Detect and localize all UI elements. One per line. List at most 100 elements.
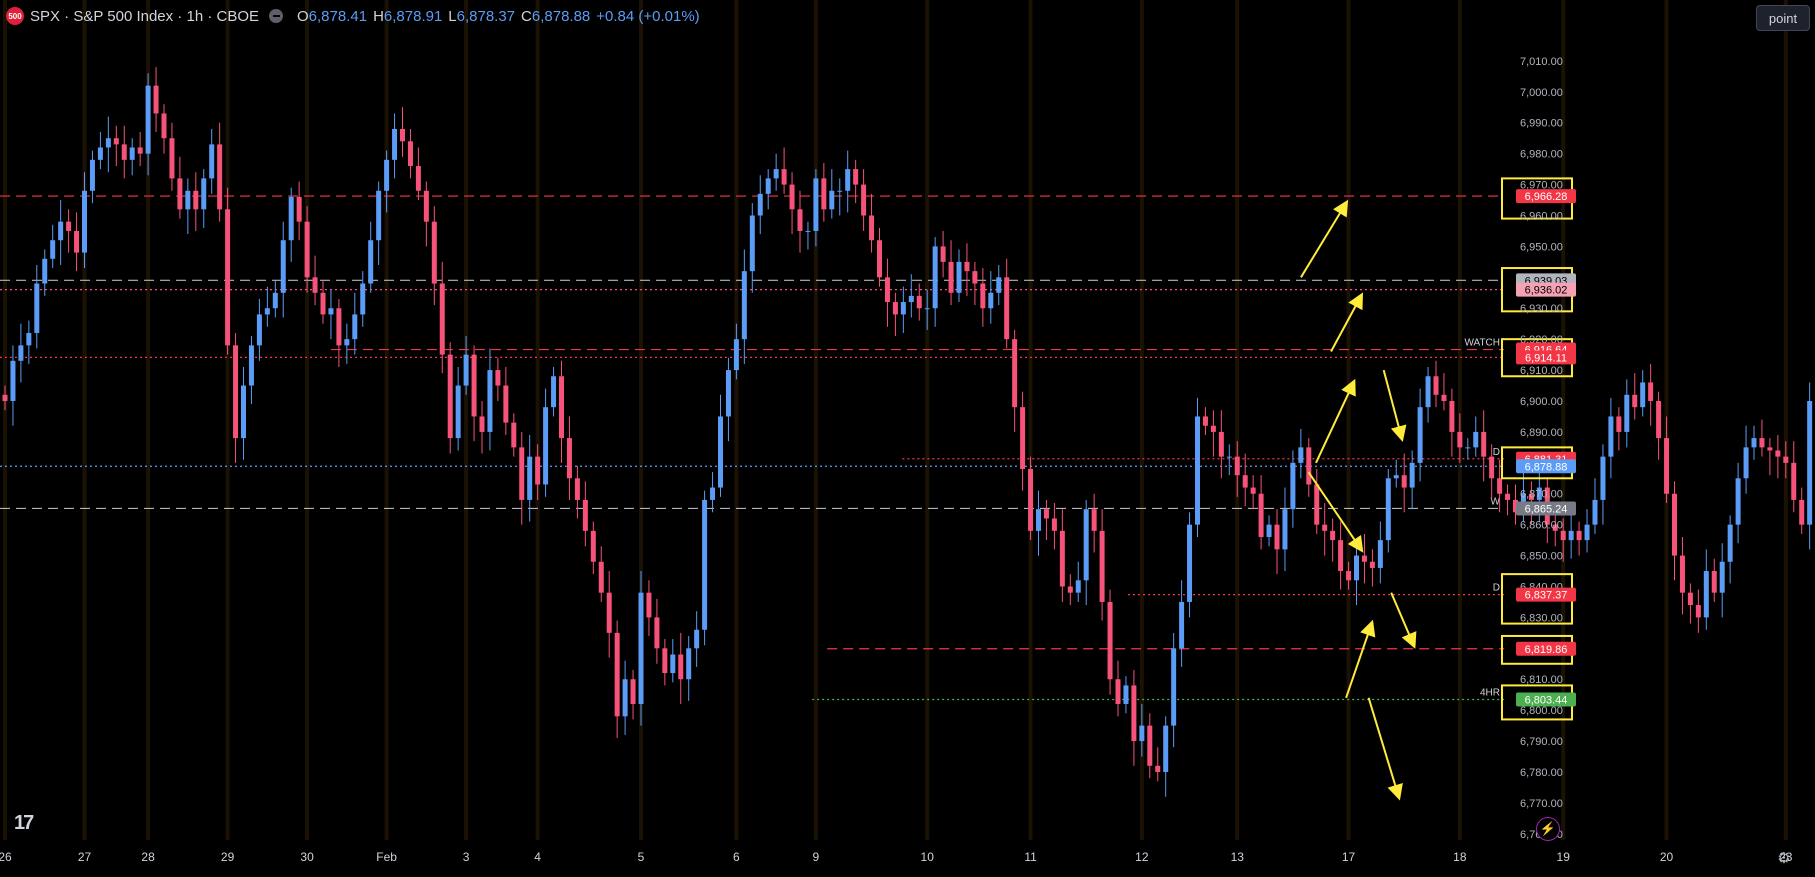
candle xyxy=(407,141,413,167)
candle xyxy=(201,178,207,210)
candle xyxy=(1695,605,1701,618)
candle xyxy=(1043,509,1049,519)
candle xyxy=(1274,524,1280,550)
candle xyxy=(121,144,127,160)
candle xyxy=(1401,475,1407,488)
candle xyxy=(66,221,72,231)
x-axis-tick-label: 27 xyxy=(78,850,92,864)
y-axis-tick-label: 7,010.00 xyxy=(1520,56,1563,68)
candle xyxy=(1703,571,1709,618)
candle xyxy=(988,292,994,309)
candle xyxy=(1139,725,1145,742)
candle xyxy=(1195,416,1200,525)
annotation-arrow[interactable] xyxy=(1330,292,1364,353)
change-value: +0.84 (+0.01%) xyxy=(596,7,700,25)
x-axis-tick-label: Feb xyxy=(376,850,397,864)
candle xyxy=(1282,509,1288,550)
candle xyxy=(1187,524,1193,602)
gear-icon[interactable]: ⚙ xyxy=(1777,850,1791,867)
candle xyxy=(1377,540,1383,568)
candle xyxy=(1624,394,1630,432)
candle xyxy=(471,354,477,417)
candle xyxy=(1147,725,1153,766)
candle xyxy=(248,345,254,386)
symbol-title[interactable]: SPX · S&P 500 Index · 1h · CBOE xyxy=(30,7,259,25)
candle xyxy=(1640,382,1646,408)
candle xyxy=(1648,382,1654,401)
candle xyxy=(733,339,739,371)
candle xyxy=(964,261,970,272)
lightning-icon[interactable]: ⚡ xyxy=(1536,817,1560,841)
candle xyxy=(1759,438,1765,448)
candle xyxy=(113,138,119,145)
session-band xyxy=(813,0,818,840)
candle xyxy=(1672,493,1677,556)
scale-mode-button[interactable]: point xyxy=(1756,5,1810,31)
annotation-arrow[interactable] xyxy=(1390,592,1417,649)
candle xyxy=(1735,478,1741,525)
session-band xyxy=(1561,0,1566,840)
annotation-arrow[interactable] xyxy=(1382,369,1407,442)
close-value: 6,878.88 xyxy=(531,7,591,25)
price-label-tag xyxy=(1516,189,1576,204)
candle xyxy=(1497,478,1503,494)
candle xyxy=(1107,601,1113,680)
candle xyxy=(1687,592,1693,606)
candle xyxy=(725,370,731,417)
candle xyxy=(1266,524,1272,538)
y-axis-tick-label: 6,780.00 xyxy=(1520,767,1563,779)
open-value: 6,878.41 xyxy=(308,7,368,25)
candle xyxy=(185,190,191,210)
tradingview-logo[interactable]: 17 xyxy=(14,812,34,834)
candle xyxy=(1051,518,1057,531)
annotation-arrow[interactable] xyxy=(1367,697,1403,801)
x-axis-tick-label: 9 xyxy=(813,850,820,864)
candle xyxy=(781,169,787,185)
session-band xyxy=(305,0,310,840)
candle xyxy=(2,394,8,401)
candle xyxy=(551,376,557,408)
candle xyxy=(487,370,493,432)
candle xyxy=(638,592,644,704)
candle xyxy=(1314,484,1320,525)
session-band xyxy=(82,0,87,840)
annotation-arrow[interactable] xyxy=(1315,378,1356,464)
annotation-arrow[interactable] xyxy=(1307,471,1364,553)
candle xyxy=(256,314,262,346)
annotation-arrow[interactable] xyxy=(1300,199,1349,278)
candle xyxy=(940,246,946,262)
candle xyxy=(1711,571,1717,593)
candle xyxy=(797,209,803,231)
price-level-tag: W xyxy=(1491,496,1501,507)
candle xyxy=(241,385,246,439)
high-label: H xyxy=(373,7,384,25)
candle xyxy=(765,178,771,194)
close-label: C xyxy=(521,7,532,25)
candle xyxy=(1560,530,1566,541)
candle xyxy=(948,261,954,293)
symbol-header: 500 SPX · S&P 500 Index · 1h · CBOE O 6,8… xyxy=(6,5,700,27)
x-axis-tick-label: 6 xyxy=(733,850,740,864)
candle xyxy=(1441,394,1447,401)
candle xyxy=(710,487,716,500)
candle xyxy=(1226,456,1232,458)
candle xyxy=(368,240,374,284)
y-axis-tick-label: 6,830.00 xyxy=(1520,612,1563,624)
candle xyxy=(1290,462,1296,510)
x-axis-tick-label: 19 xyxy=(1557,850,1571,864)
x-axis-tick-label: 20 xyxy=(1660,850,1674,864)
candle xyxy=(694,629,700,649)
market-status-icon[interactable] xyxy=(269,9,283,23)
y-axis-tick-label: 6,990.00 xyxy=(1520,118,1563,130)
candle xyxy=(82,190,87,253)
candle xyxy=(1131,685,1137,742)
candle xyxy=(1369,561,1375,568)
annotation-arrow[interactable] xyxy=(1345,619,1376,699)
symbol-logo-icon[interactable]: 500 xyxy=(6,7,24,25)
candle xyxy=(1202,416,1208,426)
candle xyxy=(630,679,636,704)
x-axis-tick-label: 13 xyxy=(1231,850,1245,864)
candle xyxy=(996,277,1002,293)
